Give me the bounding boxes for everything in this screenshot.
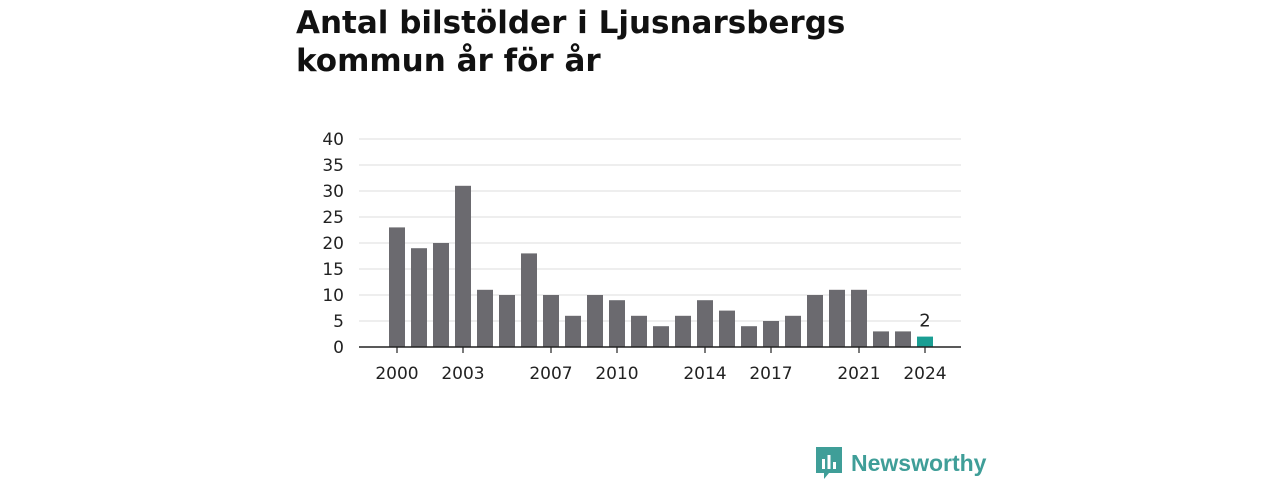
y-tick-label: 40	[322, 130, 344, 150]
brand-logo: Newsworthy	[815, 446, 986, 480]
bar	[807, 295, 823, 347]
bar	[587, 295, 603, 347]
bar	[565, 315, 581, 347]
bar	[389, 227, 405, 347]
x-tick-label: 2010	[595, 364, 638, 384]
bar	[543, 295, 559, 347]
y-tick-label: 20	[322, 234, 344, 254]
bar-chart: 0 5 10 15 20 25 30 35 40 2000 2003 2007 2010 2014 2017…	[322, 130, 961, 384]
x-tick-label: 2021	[837, 364, 880, 384]
bar	[829, 289, 845, 347]
y-tick-label: 25	[322, 208, 344, 228]
bar	[653, 326, 669, 347]
y-tick-label: 10	[322, 286, 344, 306]
y-tick-label: 5	[333, 312, 344, 332]
brand-name: Newsworthy	[851, 449, 987, 476]
bar	[719, 310, 735, 347]
newsworthy-logo-icon	[816, 447, 842, 479]
bar	[763, 321, 779, 347]
x-tick-label: 2000	[375, 364, 418, 384]
bar	[631, 315, 647, 347]
bar	[785, 315, 801, 347]
bar	[741, 326, 757, 347]
bar	[873, 331, 889, 347]
data-label: 2	[919, 311, 930, 332]
bar	[477, 289, 493, 347]
bar	[433, 243, 449, 347]
x-tick-label: 2003	[441, 364, 484, 384]
bar	[499, 295, 515, 347]
bar	[697, 300, 713, 347]
bar	[411, 248, 427, 347]
bar	[455, 185, 471, 347]
y-tick-label: 0	[333, 338, 344, 358]
bar	[521, 253, 537, 347]
chart-title: Antal bilstölder i Ljusnarsbergs kommun …	[296, 5, 846, 79]
bar	[917, 336, 933, 347]
bar	[851, 289, 867, 347]
x-tick-label: 2017	[749, 364, 792, 384]
x-tick-label: 2024	[903, 364, 946, 384]
bar	[895, 331, 911, 347]
bar	[675, 315, 691, 347]
y-tick-label: 30	[322, 182, 344, 202]
bar	[609, 300, 625, 347]
x-tick-label: 2007	[529, 364, 572, 384]
x-tick-label: 2014	[683, 364, 726, 384]
y-tick-label: 35	[322, 156, 344, 176]
y-tick-label: 15	[322, 260, 344, 280]
